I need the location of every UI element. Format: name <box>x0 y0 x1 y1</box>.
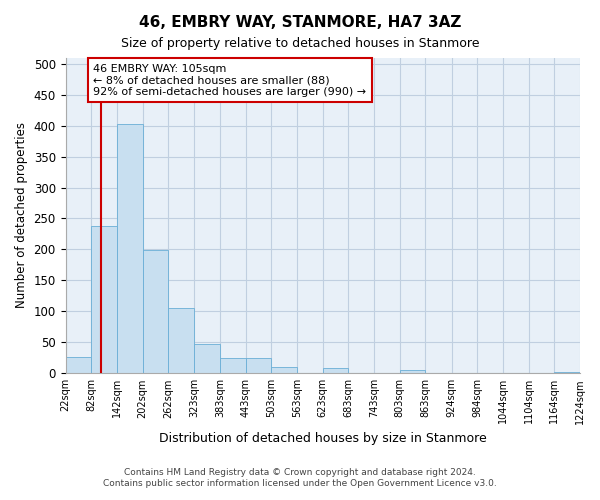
Text: 46 EMBRY WAY: 105sqm
← 8% of detached houses are smaller (88)
92% of semi-detach: 46 EMBRY WAY: 105sqm ← 8% of detached ho… <box>94 64 367 97</box>
Bar <box>194 344 220 374</box>
Text: Contains HM Land Registry data © Crown copyright and database right 2024.
Contai: Contains HM Land Registry data © Crown c… <box>103 468 497 487</box>
X-axis label: Distribution of detached houses by size in Stanmore: Distribution of detached houses by size … <box>159 432 487 445</box>
Text: 46, EMBRY WAY, STANMORE, HA7 3AZ: 46, EMBRY WAY, STANMORE, HA7 3AZ <box>139 15 461 30</box>
Bar <box>117 124 143 374</box>
Y-axis label: Number of detached properties: Number of detached properties <box>15 122 28 308</box>
Bar <box>400 370 425 374</box>
Bar <box>271 367 297 374</box>
Bar <box>91 226 117 374</box>
Bar <box>246 358 271 374</box>
Text: Size of property relative to detached houses in Stanmore: Size of property relative to detached ho… <box>121 38 479 51</box>
Bar <box>554 372 580 374</box>
Bar <box>168 308 194 374</box>
Bar <box>65 356 91 374</box>
Bar <box>220 358 246 374</box>
Bar <box>143 250 168 374</box>
Bar <box>323 368 349 374</box>
